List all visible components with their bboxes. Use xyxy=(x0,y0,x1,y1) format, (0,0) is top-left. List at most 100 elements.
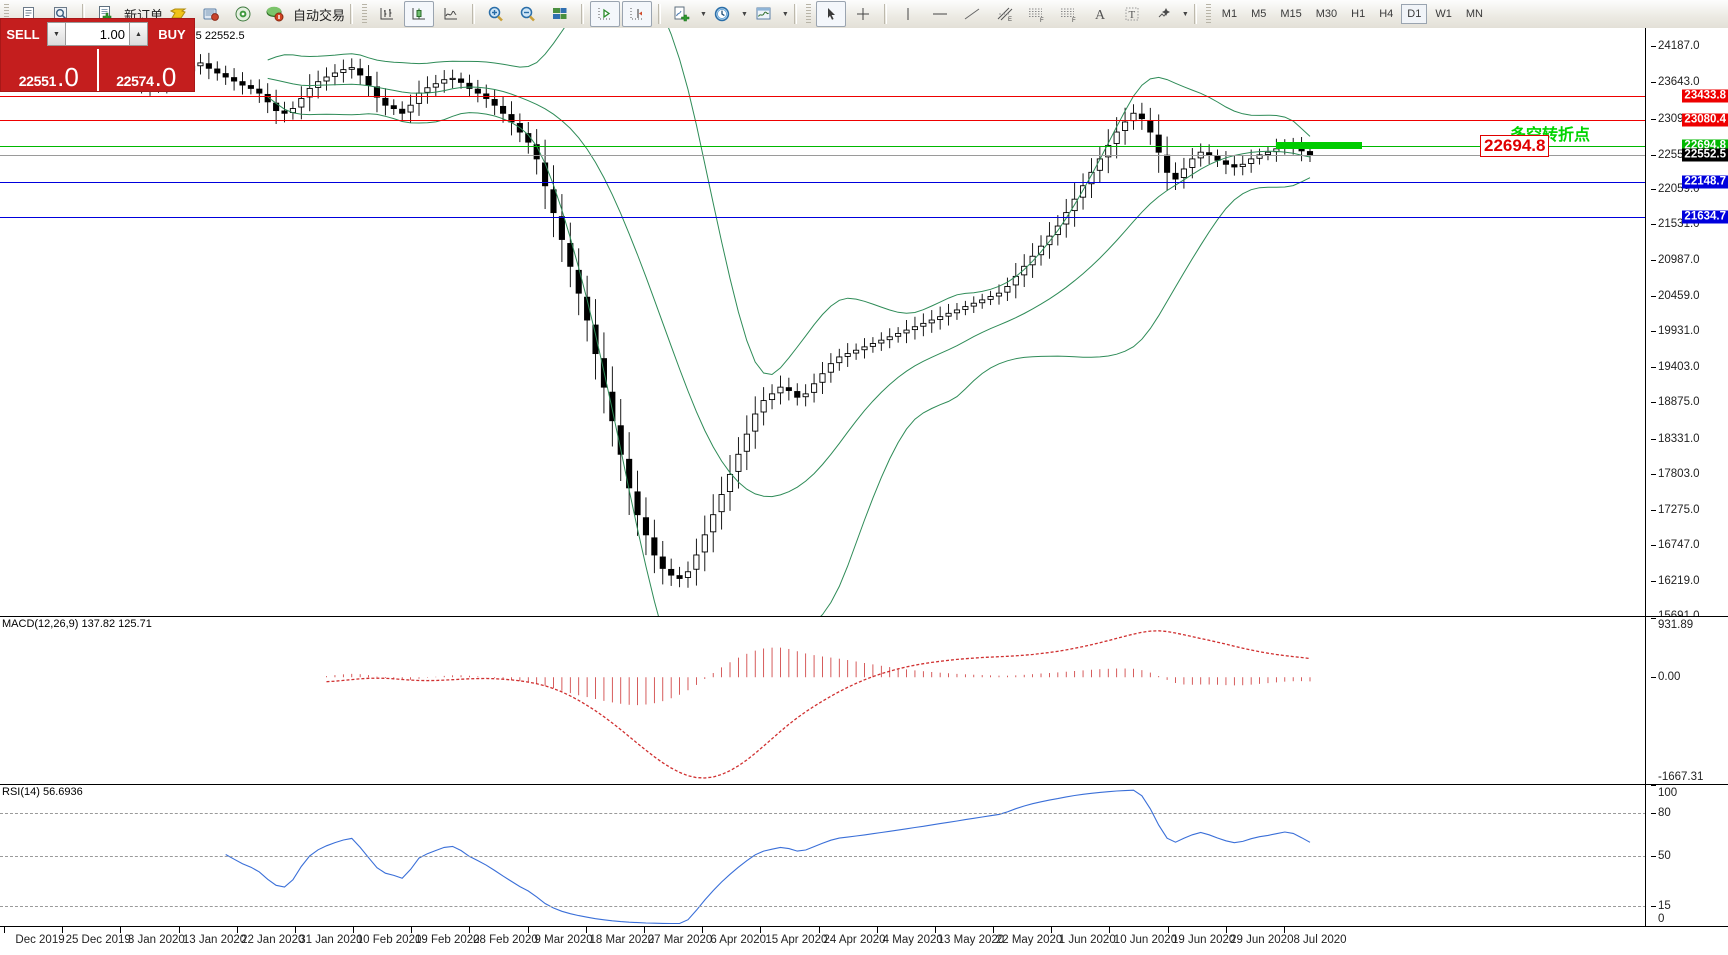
rsi-tick-label: 100 xyxy=(1658,787,1678,799)
zoom-in-icon[interactable] xyxy=(481,1,511,27)
autotrading-label[interactable]: 自动交易 xyxy=(293,7,346,23)
timeframe-m30[interactable]: M30 xyxy=(1315,8,1338,20)
price-tick xyxy=(1651,580,1656,582)
toolbar-grip-4[interactable] xyxy=(1205,4,1211,24)
price-pane[interactable]: 多空转折点 22694.8 24187.0 23643.0 23099.0 22552.… xyxy=(0,28,1728,622)
rsi-title: RSI(14) 56.6936 xyxy=(2,786,83,798)
fibonacci-fan-icon[interactable]: F xyxy=(1053,1,1083,27)
date-tick xyxy=(818,927,820,933)
volume-input[interactable]: 1.00 xyxy=(66,22,129,46)
rsi-axis[interactable]: 100 80 50 15 0 xyxy=(1645,785,1728,927)
timeframe-w1[interactable]: W1 xyxy=(1435,8,1452,20)
toolbar-separator-3 xyxy=(472,4,476,24)
terminal-icon[interactable] xyxy=(196,1,226,27)
trade-quotes-row: 22551 .0 22574 .0 xyxy=(1,49,194,91)
templates-icon[interactable] xyxy=(749,1,779,27)
macd-tick xyxy=(1651,677,1656,679)
bar-chart-icon[interactable] xyxy=(372,1,402,27)
horizontal-line-icon[interactable] xyxy=(925,1,955,27)
price-tick xyxy=(1651,474,1656,476)
price-tick xyxy=(1651,155,1656,157)
timeframe-h1[interactable]: H1 xyxy=(1351,8,1366,20)
line-chart-icon[interactable] xyxy=(436,1,466,27)
find-symbol-icon[interactable] xyxy=(46,1,76,27)
price-level-line[interactable] xyxy=(0,145,1646,147)
buy-button[interactable]: BUY xyxy=(150,19,194,49)
templates-dropdown-caret[interactable]: ▼ xyxy=(781,10,789,18)
date-tick-label: 28 Feb 2020 xyxy=(473,934,538,946)
navigator-icon[interactable] xyxy=(228,1,258,27)
volume-stepper[interactable]: ▼ 1.00 ▲ xyxy=(47,22,148,46)
vertical-line-icon[interactable] xyxy=(893,1,923,27)
trendline-icon[interactable] xyxy=(957,1,987,27)
periods-dropdown-caret[interactable]: ▼ xyxy=(740,10,748,18)
date-axis[interactable]: Dec 2019 25 Dec 2019 3 Jan 2020 13 Jan 2020… xyxy=(0,926,1728,955)
objects-icon[interactable] xyxy=(1149,1,1179,27)
periods-icon[interactable] xyxy=(708,1,738,27)
timeframe-m1[interactable]: M1 xyxy=(1221,8,1238,20)
candlestick-chart-icon[interactable] xyxy=(404,1,435,27)
indicators-icon[interactable] xyxy=(667,1,697,27)
macd-pane[interactable]: MACD(12,26,9) 137.82 125.71 931.89 0.00 -1… xyxy=(0,616,1728,785)
timeframe-m15[interactable]: M15 xyxy=(1280,8,1302,20)
date-tick xyxy=(4,927,5,933)
cursor-icon[interactable] xyxy=(815,1,846,27)
chart-area[interactable]: 多空转折点 22694.8 24187.0 23643.0 23099.0 22552.… xyxy=(0,28,1728,955)
buy-price[interactable]: 22574 .0 xyxy=(96,49,195,91)
date-tick xyxy=(585,927,587,933)
price-tick xyxy=(1651,545,1656,547)
indicators-dropdown-caret[interactable]: ▼ xyxy=(700,10,707,18)
objects-dropdown-caret[interactable]: ▼ xyxy=(1181,10,1189,18)
sell-price-integer: 22551 xyxy=(18,73,57,89)
rsi-plot[interactable] xyxy=(0,785,1646,927)
folder-icon[interactable] xyxy=(164,1,194,27)
price-level-line[interactable] xyxy=(0,216,1646,218)
date-tick-label: 18 Mar 2020 xyxy=(589,934,655,946)
volume-increment-button[interactable]: ▲ xyxy=(129,22,148,46)
macd-axis[interactable]: 931.89 0.00 -1667.31 xyxy=(1645,617,1728,785)
timeframe-h4[interactable]: H4 xyxy=(1379,8,1394,20)
autotrading-icon[interactable] xyxy=(260,1,290,27)
text-label-icon[interactable]: T xyxy=(1117,1,1147,27)
toolbar-grip[interactable] xyxy=(4,4,9,24)
equidistant-channel-icon[interactable]: E xyxy=(989,1,1019,27)
fibonacci-retracement-icon[interactable]: F xyxy=(1021,1,1051,27)
timeframe-d1[interactable]: D1 xyxy=(1401,4,1428,24)
rsi-tick-label: 80 xyxy=(1658,807,1671,820)
price-tick xyxy=(1651,45,1656,47)
buy-price-integer: 22574 xyxy=(116,73,154,89)
price-plot[interactable]: 多空转折点 22694.8 xyxy=(0,28,1646,616)
chart-shift-icon[interactable] xyxy=(622,1,653,27)
rsi-tick xyxy=(1651,905,1656,907)
volume-decrement-button[interactable]: ▼ xyxy=(47,22,66,46)
data-window-icon[interactable] xyxy=(545,1,575,27)
one-click-trading-panel[interactable]: SELL ▼ 1.00 ▲ BUY 22551 .0 22574 .0 xyxy=(0,18,195,92)
price-tick xyxy=(1651,402,1656,404)
support-zone-marker[interactable] xyxy=(1276,141,1362,149)
date-tick-label: 10 Feb 2020 xyxy=(356,934,422,946)
toolbar-grip-2[interactable] xyxy=(362,4,368,24)
price-level-line[interactable] xyxy=(0,119,1646,121)
sell-price[interactable]: 22551 .0 xyxy=(1,49,97,91)
sell-button[interactable]: SELL xyxy=(1,19,45,49)
price-axis[interactable]: 24187.0 23643.0 23099.0 22552.5 22059.0 21531… xyxy=(1645,28,1728,622)
price-callout-box[interactable]: 22694.8 xyxy=(1480,134,1550,157)
timeframe-mn[interactable]: MN xyxy=(1465,8,1483,20)
zoom-out-icon[interactable] xyxy=(513,1,543,27)
svg-text:A: A xyxy=(1095,8,1106,23)
autoscroll-icon[interactable] xyxy=(590,1,621,27)
rsi-tick xyxy=(1651,785,1656,786)
rsi-pane[interactable]: RSI(14) 56.6936 100 80 50 15 0 xyxy=(0,784,1728,927)
crosshair-icon[interactable] xyxy=(848,1,878,27)
price-level-line[interactable] xyxy=(0,182,1646,184)
toolbar-grip-3[interactable] xyxy=(805,4,811,24)
price-tick-label: 16219.0 xyxy=(1658,574,1700,587)
price-level-line[interactable] xyxy=(0,96,1646,98)
price-level-line[interactable] xyxy=(0,155,1646,157)
date-tick xyxy=(527,927,529,933)
timeframe-m5[interactable]: M5 xyxy=(1251,8,1267,20)
macd-plot[interactable] xyxy=(0,617,1646,785)
text-icon[interactable]: A xyxy=(1085,1,1115,27)
price-tick xyxy=(1651,509,1656,511)
date-tick xyxy=(993,927,995,933)
